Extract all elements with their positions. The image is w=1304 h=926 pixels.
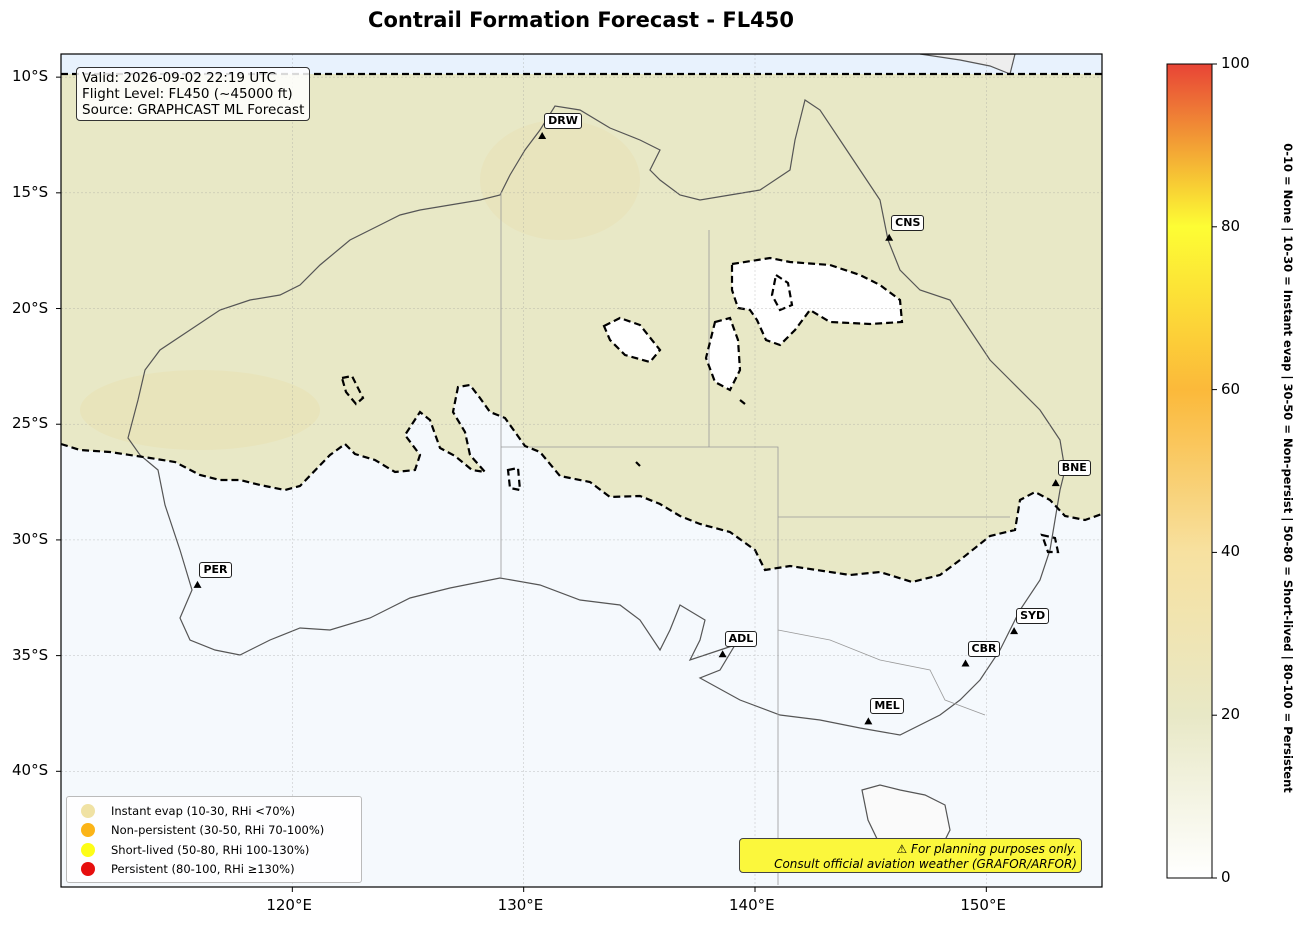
city-marker-bne — [1051, 479, 1060, 487]
legend-swatch — [81, 823, 95, 837]
info-box: Valid: 2026-09-02 22:19 UTC Flight Level… — [76, 67, 311, 121]
warm-patch — [480, 120, 640, 240]
colorbar-description: 0-10 = None | 10-30 = Instant evap | 30-… — [1279, 64, 1297, 872]
colorbar-tick-label: 80 — [1221, 216, 1241, 235]
legend-item-persistent: Persistent (80-100, RHi ≥130%) — [81, 861, 295, 877]
disclaimer-box: ⚠ For planning purposes only. Consult of… — [739, 838, 1082, 873]
city-markers — [193, 131, 1060, 725]
colorbar-tick-label: 100 — [1221, 54, 1250, 72]
clear-patch — [706, 318, 740, 390]
lat-tick-label: 10°S — [12, 67, 49, 86]
colorbar-tick-label: 60 — [1221, 379, 1241, 398]
colorbar-tick-label: 40 — [1221, 542, 1241, 561]
clear-patch — [604, 318, 660, 362]
map-gridlines — [61, 54, 1102, 887]
colorbar-description-text: 0-10 = None | 10-30 = Instant evap | 30-… — [1281, 143, 1295, 793]
colorbar-tick-label: 20 — [1221, 705, 1241, 724]
warm-patch — [80, 370, 320, 450]
valid-time: Valid: 2026-09-02 22:19 UTC — [82, 70, 277, 86]
state-borders — [500, 192, 1010, 885]
city-marker-cbr — [961, 659, 970, 667]
lon-tick-label: 130°E — [497, 896, 544, 914]
city-marker-cns — [885, 233, 894, 241]
lon-tick-label: 140°E — [729, 896, 775, 914]
lat-tick-label: 30°S — [12, 529, 49, 548]
legend-label: Persistent (80-100, RHi ≥130%) — [111, 862, 295, 876]
city-label-drw: DRW — [544, 112, 582, 129]
forecast-region-north — [61, 74, 1102, 582]
lat-tick-label: 40°S — [12, 761, 49, 780]
legend-swatch — [81, 862, 95, 876]
contrail-contour-lines — [61, 72, 1102, 584]
legend-label: Non-persistent (30-50, RHi 70-100%) — [111, 823, 325, 837]
legend-item-short-lived: Short-lived (50-80, RHi 100-130%) — [81, 842, 309, 858]
lat-tick-label: 20°S — [12, 298, 49, 317]
lat-tick-label: 25°S — [12, 414, 49, 433]
australia-coastline — [127, 99, 1066, 736]
legend-swatch — [81, 843, 95, 857]
data-source: Source: GRAPHCAST ML Forecast — [82, 102, 305, 118]
city-label-cns: CNS — [891, 214, 925, 231]
lon-tick-label: 120°E — [266, 896, 312, 914]
new-guinea-coastline — [919, 54, 1016, 75]
map-frame — [60, 53, 1103, 888]
lat-tick-label: 15°S — [12, 182, 49, 201]
city-marker-per — [193, 580, 202, 588]
city-label-adl: ADL — [724, 631, 758, 648]
lat-tick-label: 35°S — [12, 645, 49, 664]
city-marker-adl — [718, 650, 727, 658]
city-marker-mel — [864, 717, 873, 725]
legend-label: Short-lived (50-80, RHi 100-130%) — [111, 843, 310, 857]
city-label-per: PER — [199, 561, 232, 578]
city-marker-drw — [538, 131, 547, 139]
lon-tick-label: 150°E — [960, 896, 1006, 914]
city-label-cbr: CBR — [967, 640, 1001, 657]
north-strip — [61, 54, 1102, 74]
colorbar-ticks — [1212, 63, 1217, 879]
colorbar-tick-label: 0 — [1221, 868, 1231, 886]
legend-label: Instant evap (10-30, RHi <70%) — [111, 804, 295, 818]
disclaimer-line-2: Consult official aviation weather (GRAFO… — [774, 857, 1077, 871]
legend-item-non-persistent: Non-persistent (30-50, RHi 70-100%) — [81, 822, 324, 838]
city-label-mel: MEL — [870, 698, 904, 715]
colorbar — [1166, 63, 1213, 879]
legend: Instant evap (10-30, RHi <70%) Non-persi… — [66, 796, 362, 883]
legend-item-instant-evap: Instant evap (10-30, RHi <70%) — [81, 803, 295, 819]
disclaimer-line-1: ⚠ For planning purposes only. — [896, 842, 1077, 856]
axis-ticks — [56, 76, 987, 892]
city-label-syd: SYD — [1016, 608, 1050, 625]
legend-swatch — [81, 804, 95, 818]
city-label-bne: BNE — [1057, 460, 1091, 477]
flight-level: Flight Level: FL450 (~45000 ft) — [82, 86, 293, 102]
city-marker-syd — [1010, 627, 1019, 635]
chart-title: Contrail Formation Forecast - FL450 — [368, 8, 794, 32]
